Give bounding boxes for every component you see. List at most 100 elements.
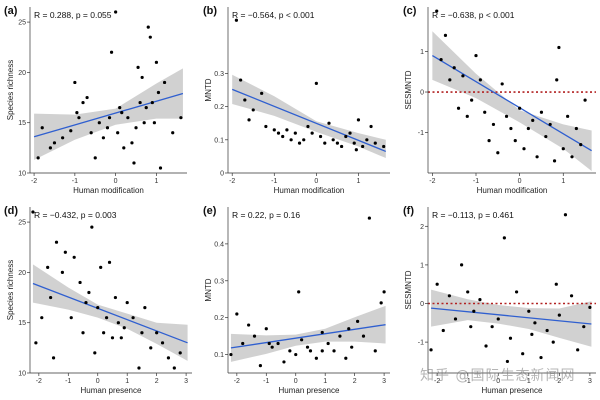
data-point [235,312,239,316]
data-point [513,139,517,143]
data-point [320,330,324,335]
y-tick-label: 1 [420,262,424,269]
data-point [81,331,85,335]
x-tick-label: 2 [557,378,561,385]
data-point [152,121,156,125]
x-axis-title: Human presence [482,386,543,395]
panel-label: (a) [4,5,18,17]
stat-annotation: R = −0.638, p < 0.001 [432,10,515,20]
y-axis-title: SESMNTD [404,270,413,309]
data-point [367,216,371,220]
data-point [320,349,324,353]
data-point [530,332,534,336]
data-point [533,321,537,325]
data-point [326,341,330,346]
y-tick-label: 0.2 [214,315,224,322]
x-tick-label: 2 [353,378,357,385]
data-point [365,138,369,142]
data-point [347,327,351,331]
data-point [297,141,302,145]
data-point [155,331,159,335]
data-point [491,122,496,127]
data-point [69,129,73,133]
data-point [563,213,568,217]
data-point [435,282,439,286]
x-tick-label: 1 [323,378,327,385]
y-tick-label: -1 [418,130,424,137]
x-tick-label: 3 [184,378,188,385]
data-point [502,236,506,240]
data-point [97,121,101,125]
data-point [171,131,175,135]
data-point [96,306,100,310]
x-tick-label: 0 [114,178,118,185]
data-point [447,294,451,298]
data-point [583,98,587,102]
fit-line [32,282,188,344]
data-point [539,110,544,114]
data-point [101,136,106,140]
data-point [496,151,500,155]
y-tick-label: 0.3 [214,278,224,285]
data-point [348,131,352,135]
data-point [99,265,103,269]
data-point [373,141,377,145]
confidence-band [34,68,183,160]
data-point [441,328,445,333]
data-point [579,143,583,147]
data-point [379,301,383,305]
data-point [382,290,386,294]
x-tick-label: -1 [271,178,277,185]
data-point [140,331,144,335]
data-point [116,321,120,325]
data-point [109,50,114,54]
data-point [162,80,167,85]
data-point [276,341,280,346]
data-point [34,341,38,345]
data-point [241,341,245,346]
data-point [490,325,494,329]
x-tick-label: 0 [518,178,522,185]
fit-line [33,92,184,138]
data-point [229,352,233,357]
x-tick-label: -2 [36,378,42,385]
x-tick-label: -2 [434,378,440,385]
data-point [554,282,558,286]
data-point [282,360,286,364]
y-tick-label: 0 [420,301,424,308]
data-point [465,114,469,118]
data-point [354,148,358,152]
x-tick-label: 1 [356,178,360,185]
data-point [308,349,313,353]
data-point [122,146,126,150]
data-point [508,336,513,340]
y-tick-label: 0.3 [214,71,224,78]
y-tick-label: 0.4 [214,241,224,248]
data-point [130,141,134,145]
x-tick-label: 2 [155,378,159,385]
panel-label: (d) [4,205,18,217]
data-point [435,9,439,13]
data-point [158,166,163,170]
data-point [448,78,452,82]
data-point [172,366,176,370]
data-point [535,155,539,159]
data-point [361,144,365,149]
data-point [140,75,144,80]
data-point [87,290,91,295]
y-tick-label: 15 [18,320,26,327]
data-point [72,255,76,259]
data-point [505,359,510,364]
data-point [49,295,53,300]
data-point [352,141,356,145]
data-point [285,128,289,132]
data-point [52,141,57,145]
x-tick-label: 0 [294,378,298,385]
data-point [574,126,578,131]
stat-annotation: R = −0.432, p = 0.003 [34,210,117,220]
data-point [566,114,570,118]
panel-label: (b) [203,5,217,17]
data-point [243,98,247,102]
fit-line [430,307,592,325]
